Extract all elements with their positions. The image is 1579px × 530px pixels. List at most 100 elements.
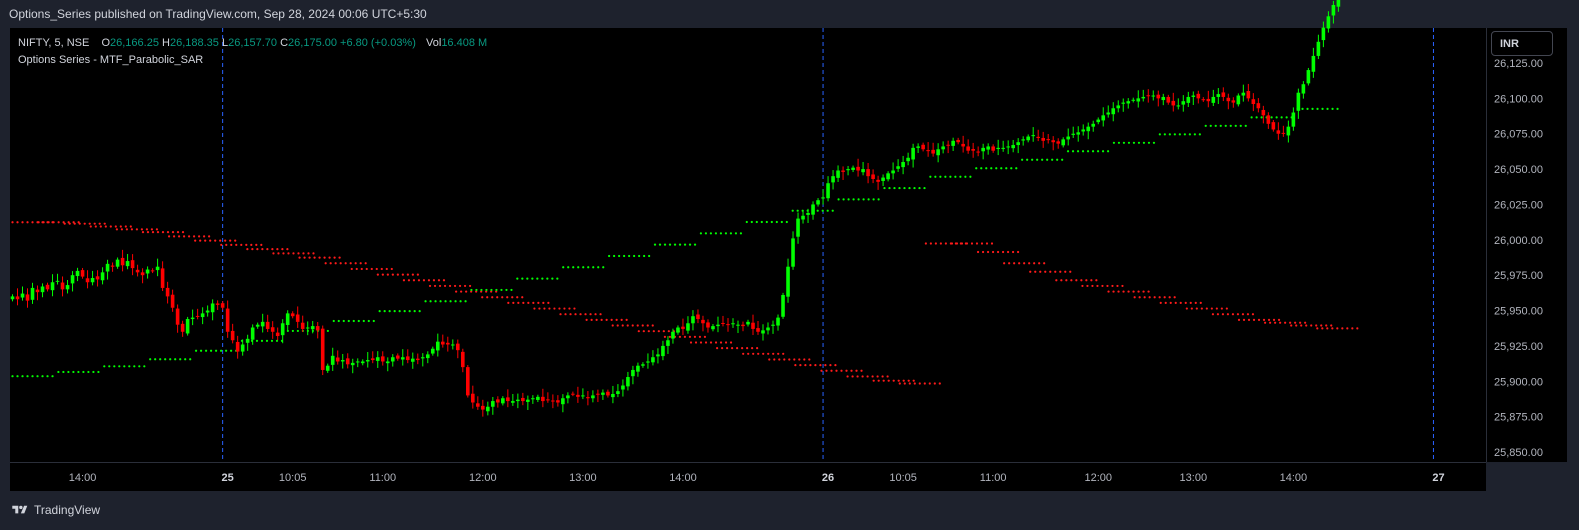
- tradingview-logo[interactable]: TradingView: [10, 503, 100, 517]
- sar-dot-support: [526, 277, 529, 280]
- candle-body: [996, 147, 1000, 150]
- sar-dot-resistance: [709, 341, 713, 344]
- candle: [596, 389, 600, 403]
- candle-body: [1016, 142, 1020, 146]
- sar-dot-support: [888, 186, 891, 190]
- candle: [10, 294, 15, 302]
- sar-dot-resistance: [406, 273, 409, 276]
- sar-dot-resistance: [830, 369, 833, 372]
- sar-dot-resistance: [391, 273, 394, 276]
- candle-body: [651, 357, 655, 363]
- sar-dot-resistance: [219, 239, 222, 242]
- sar-dot-resistance: [57, 221, 60, 224]
- sar-dot-resistance: [652, 330, 655, 333]
- sar-dot-resistance: [729, 341, 733, 344]
- candle: [380, 351, 385, 366]
- x-tick-label: 11:00: [369, 472, 396, 484]
- candle-body: [676, 327, 680, 333]
- sar-dot-resistance: [532, 301, 535, 304]
- candle: [736, 320, 740, 334]
- sar-dot-resistance: [297, 252, 300, 255]
- sar-dot-resistance: [272, 252, 275, 255]
- candle: [310, 321, 315, 334]
- candle-body: [476, 403, 480, 407]
- sar-dot-resistance: [251, 248, 254, 251]
- candle: [1001, 140, 1005, 152]
- sar-dot-resistance: [407, 279, 411, 282]
- candle-body: [726, 324, 730, 326]
- sar-dot-support: [1056, 158, 1059, 161]
- price-scale[interactable]: [1486, 28, 1567, 462]
- candle-body: [1151, 95, 1156, 97]
- candle-body: [851, 167, 855, 170]
- symbol-label[interactable]: NIFTY, 5, NSE: [18, 37, 90, 49]
- candle: [906, 152, 910, 166]
- candle: [766, 322, 770, 335]
- sar-dot-resistance: [475, 290, 478, 293]
- sar-dot-resistance: [402, 279, 406, 282]
- sar-dot-support: [337, 319, 340, 323]
- sar-dot-resistance: [220, 243, 223, 246]
- sar-dot-support: [923, 186, 926, 190]
- candle: [1111, 102, 1116, 122]
- candle: [90, 270, 95, 286]
- candle-body: [821, 197, 825, 199]
- sar-dot-resistance: [799, 364, 802, 367]
- candle: [1281, 125, 1286, 137]
- candle-body: [20, 293, 25, 298]
- candle-body: [936, 149, 940, 156]
- candle: [1196, 90, 1201, 104]
- candle: [60, 276, 65, 297]
- sar-dot-support: [954, 175, 957, 178]
- sar-dot-support: [613, 254, 616, 258]
- sar-dot-support: [831, 209, 834, 212]
- sar-dot-support: [1331, 107, 1334, 110]
- sar-dot-support: [123, 365, 126, 368]
- sar-dot-resistance: [975, 242, 979, 245]
- indicator-label[interactable]: Options Series - MTF_Parabolic_SAR: [18, 54, 204, 66]
- sar-dot-resistance: [214, 239, 217, 242]
- sar-dot-support: [770, 220, 773, 224]
- sar-dot-resistance: [850, 369, 853, 372]
- candle-body: [35, 289, 40, 293]
- sar-dot-support: [1255, 116, 1258, 119]
- sar-dot-resistance: [11, 221, 14, 224]
- time-scale[interactable]: [10, 462, 1486, 491]
- candle: [1036, 129, 1040, 142]
- sar-dot-resistance: [611, 324, 614, 327]
- candle: [40, 283, 45, 298]
- candle: [1166, 94, 1171, 105]
- candle: [1296, 88, 1301, 119]
- sar-dot-support: [1142, 141, 1146, 144]
- sar-dot-resistance: [1341, 327, 1344, 330]
- candle: [245, 334, 250, 351]
- candle-body: [686, 323, 690, 331]
- candle: [541, 388, 545, 408]
- sar-dot-resistance: [1269, 321, 1272, 324]
- sar-dot-support: [103, 365, 106, 368]
- candle: [871, 169, 875, 184]
- candle: [325, 363, 330, 373]
- sar-dot-support: [398, 310, 401, 313]
- sar-dot-resistance: [1321, 327, 1324, 330]
- sar-dot-resistance: [89, 225, 92, 228]
- sar-dot-resistance: [908, 382, 911, 385]
- candle-body: [250, 327, 255, 340]
- currency-button[interactable]: INR: [1491, 31, 1553, 56]
- sar-dot-support: [159, 358, 162, 361]
- candle-body: [916, 146, 920, 148]
- candle: [70, 271, 75, 292]
- candle-body: [1226, 97, 1231, 102]
- candle: [275, 327, 280, 341]
- candle: [1241, 84, 1246, 102]
- sar-dot-resistance: [1252, 318, 1256, 321]
- sar-dot-support: [821, 209, 824, 212]
- sar-dot-resistance: [516, 296, 519, 299]
- candle-body: [1286, 126, 1291, 136]
- low-label: L: [221, 37, 229, 49]
- sar-dot-resistance: [496, 296, 499, 299]
- sar-dot-resistance: [260, 243, 263, 246]
- candle-body: [661, 345, 665, 357]
- sar-dot-resistance: [266, 248, 269, 251]
